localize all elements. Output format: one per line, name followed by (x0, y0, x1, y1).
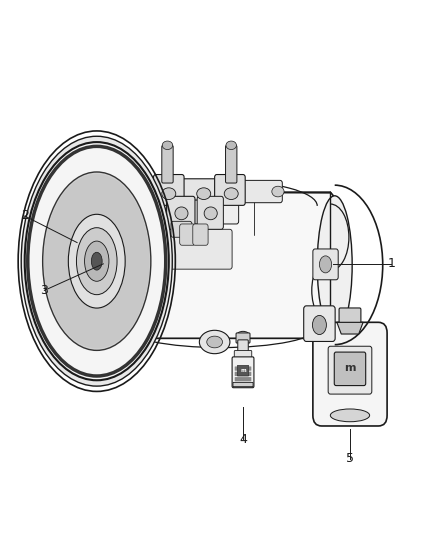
Ellipse shape (97, 198, 127, 332)
Ellipse shape (237, 332, 250, 340)
FancyBboxPatch shape (235, 377, 251, 381)
FancyBboxPatch shape (243, 180, 283, 203)
Ellipse shape (92, 252, 102, 270)
Ellipse shape (272, 186, 284, 197)
Ellipse shape (162, 141, 173, 150)
Text: m: m (344, 362, 356, 373)
Ellipse shape (197, 188, 211, 199)
FancyBboxPatch shape (197, 196, 223, 229)
FancyBboxPatch shape (339, 308, 361, 323)
Ellipse shape (21, 136, 172, 386)
Ellipse shape (226, 141, 237, 150)
Text: 3: 3 (40, 284, 48, 297)
FancyBboxPatch shape (328, 346, 372, 394)
FancyBboxPatch shape (193, 224, 208, 245)
FancyBboxPatch shape (232, 357, 254, 387)
Text: 2: 2 (21, 209, 28, 222)
FancyBboxPatch shape (238, 340, 248, 354)
FancyBboxPatch shape (153, 198, 239, 224)
FancyBboxPatch shape (153, 174, 184, 205)
Ellipse shape (162, 188, 176, 199)
FancyBboxPatch shape (180, 224, 195, 245)
Ellipse shape (224, 188, 238, 199)
FancyBboxPatch shape (164, 229, 232, 269)
Ellipse shape (319, 256, 332, 273)
PathPatch shape (337, 322, 363, 334)
FancyBboxPatch shape (334, 352, 366, 385)
Text: 4: 4 (239, 433, 247, 446)
Ellipse shape (207, 336, 223, 348)
Text: 5: 5 (346, 453, 354, 465)
Ellipse shape (330, 409, 370, 422)
Text: m: m (240, 368, 246, 373)
FancyBboxPatch shape (166, 196, 195, 229)
Ellipse shape (199, 330, 230, 354)
Ellipse shape (85, 241, 109, 281)
Ellipse shape (25, 142, 169, 380)
FancyBboxPatch shape (162, 146, 173, 183)
FancyBboxPatch shape (235, 367, 251, 370)
Ellipse shape (131, 332, 146, 343)
FancyBboxPatch shape (233, 382, 253, 386)
Text: 1: 1 (388, 257, 396, 270)
FancyBboxPatch shape (313, 249, 338, 280)
Ellipse shape (312, 316, 326, 335)
FancyBboxPatch shape (236, 333, 250, 343)
FancyBboxPatch shape (226, 146, 237, 183)
FancyBboxPatch shape (313, 322, 387, 426)
FancyBboxPatch shape (215, 174, 245, 205)
Ellipse shape (123, 326, 153, 349)
Ellipse shape (42, 172, 151, 350)
FancyBboxPatch shape (237, 366, 249, 376)
Ellipse shape (175, 207, 188, 220)
Ellipse shape (44, 174, 149, 348)
PathPatch shape (103, 192, 339, 338)
FancyBboxPatch shape (153, 179, 243, 200)
Ellipse shape (68, 214, 125, 308)
FancyBboxPatch shape (234, 351, 252, 361)
FancyBboxPatch shape (171, 221, 192, 237)
FancyBboxPatch shape (235, 372, 251, 376)
Ellipse shape (204, 207, 217, 220)
FancyBboxPatch shape (304, 306, 335, 342)
Ellipse shape (317, 196, 352, 334)
Ellipse shape (77, 228, 117, 295)
